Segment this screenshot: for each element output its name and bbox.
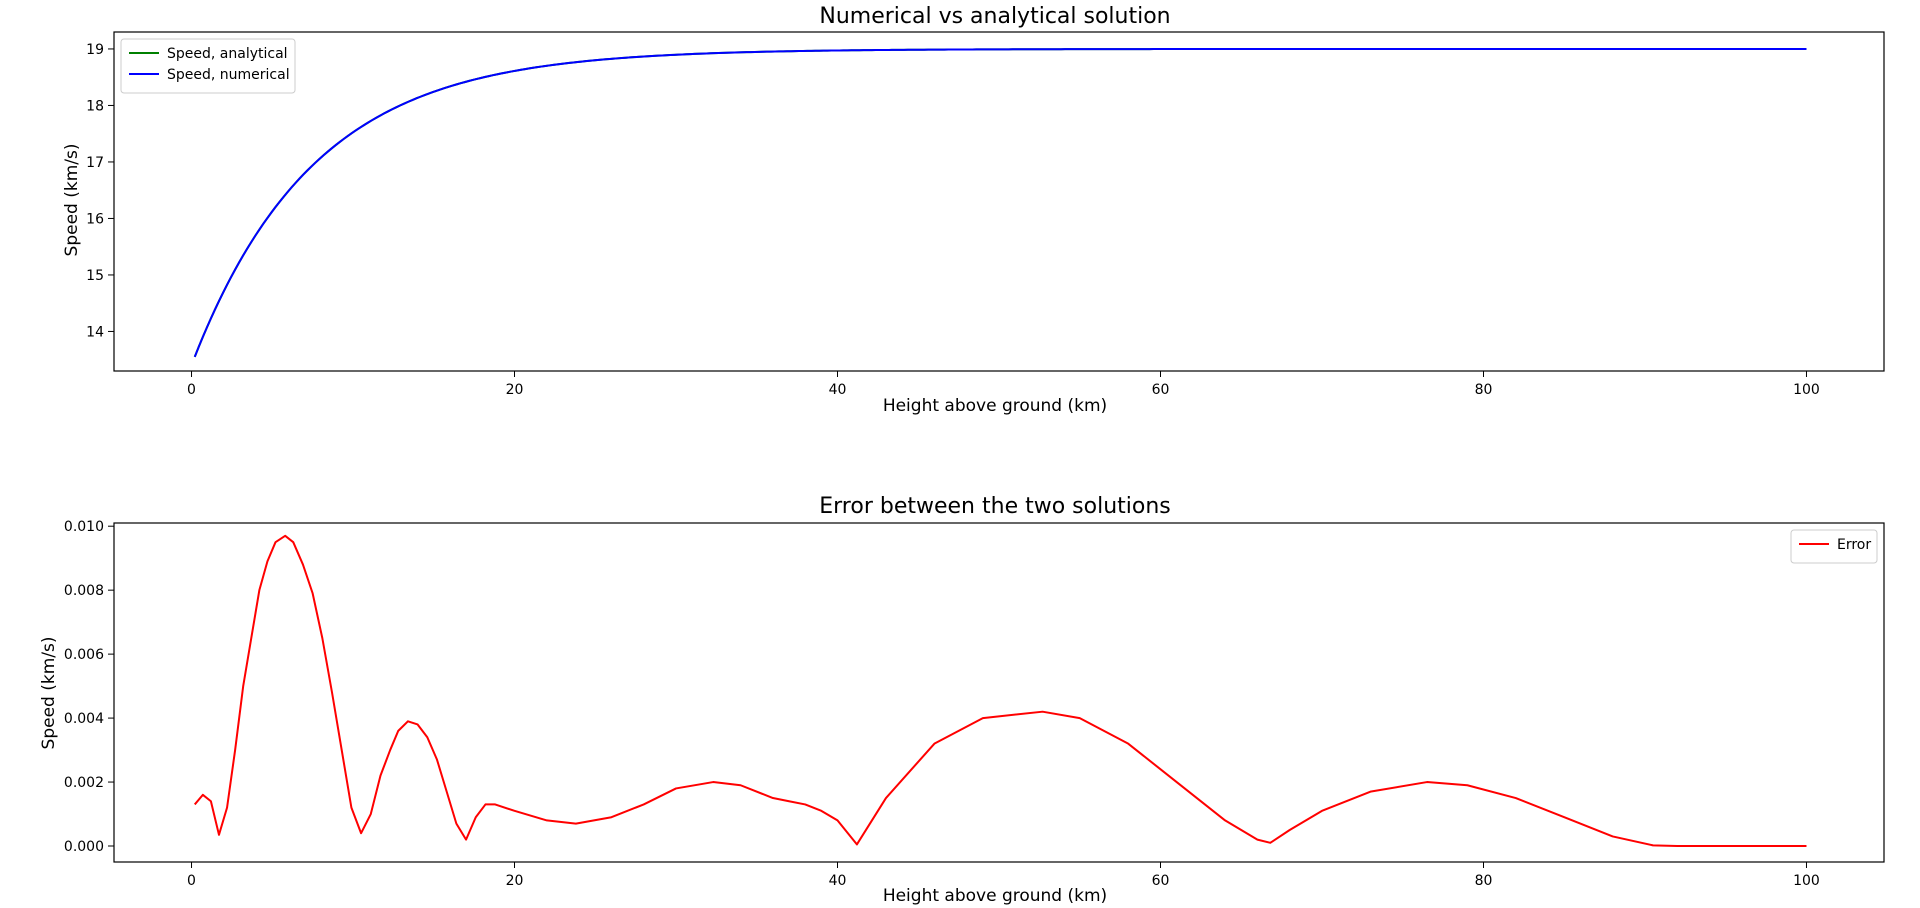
y-tick-label: 17 <box>86 155 104 171</box>
y-tick-label: 0.004 <box>64 711 104 727</box>
legend-label: Speed, numerical <box>167 67 290 83</box>
y-tick-label: 0.000 <box>64 839 104 855</box>
y-tick-label: 0.002 <box>64 775 104 791</box>
x-tick-label: 80 <box>1475 382 1493 398</box>
x-tick-label: 80 <box>1475 873 1493 889</box>
y-axis-label: Speed (km/s) <box>62 144 82 257</box>
y-axis-ticks: 14 15 16 17 18 19 <box>86 42 114 340</box>
y-tick-label: 18 <box>86 98 104 114</box>
y-tick-label: 16 <box>86 211 104 227</box>
x-tick-label: 60 <box>1152 873 1170 889</box>
axes-frame <box>113 31 1885 372</box>
x-axis-ticks: 0 20 40 60 80 100 <box>187 371 1820 398</box>
y-tick-label: 19 <box>86 42 104 58</box>
plot-area <box>113 522 1885 863</box>
legend-label: Error <box>1837 537 1871 553</box>
legend-box <box>1790 529 1878 564</box>
x-tick-label: 60 <box>1152 382 1170 398</box>
y-axis-ticks: 0.000 0.002 0.004 0.006 0.008 0.010 <box>64 519 114 855</box>
x-tick-label: 100 <box>1793 873 1820 889</box>
x-tick-label: 100 <box>1793 382 1820 398</box>
axes-frame <box>113 522 1885 863</box>
y-tick-label: 0.010 <box>64 519 104 535</box>
x-tick-label: 0 <box>187 382 196 398</box>
chart-error: Error between the two solutions 0 20 40 60 8… <box>39 494 1885 906</box>
x-tick-label: 20 <box>506 382 524 398</box>
y-tick-label: 14 <box>86 324 104 340</box>
chart-title: Error between the two solutions <box>819 494 1171 519</box>
x-tick-label: 20 <box>506 873 524 889</box>
x-axis-label: Height above ground (km) <box>883 886 1107 906</box>
chart-speed: Numerical vs analytical solution 0 20 40 60… <box>62 4 1885 416</box>
chart-title: Numerical vs analytical solution <box>819 4 1170 29</box>
series-line <box>193 534 1807 848</box>
series-line <box>193 47 1807 358</box>
series-line <box>193 47 1807 358</box>
legend: Speed, analytical Speed, numerical <box>120 38 296 94</box>
legend: Error <box>1790 529 1878 564</box>
y-tick-label: 0.006 <box>64 647 104 663</box>
y-axis-label: Speed (km/s) <box>39 637 59 750</box>
x-tick-label: 40 <box>829 382 847 398</box>
x-tick-label: 0 <box>187 873 196 889</box>
y-tick-label: 0.008 <box>64 583 104 599</box>
y-tick-label: 15 <box>86 268 104 284</box>
x-tick-label: 40 <box>829 873 847 889</box>
x-axis-label: Height above ground (km) <box>883 396 1107 416</box>
legend-box <box>120 38 296 94</box>
plot-area <box>113 31 1885 372</box>
x-axis-ticks: 0 20 40 60 80 100 <box>187 862 1820 889</box>
legend-label: Speed, analytical <box>167 46 288 62</box>
